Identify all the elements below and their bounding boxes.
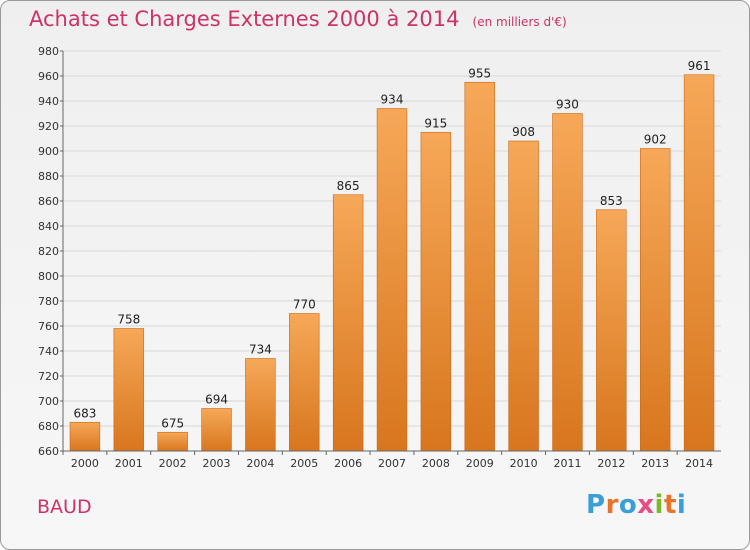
bar-2007 [376,108,408,452]
y-tick-label: 920 [38,120,59,133]
x-tick-label: 2000 [71,457,99,470]
bar-2013 [639,148,671,452]
x-tick-label: 2005 [290,457,318,470]
x-tick-label: 2001 [115,457,143,470]
y-tick-label: 680 [38,420,59,433]
y-tick-label: 900 [38,145,59,158]
chart-title-block: Achats et Charges Externes 2000 à 2014 (… [29,7,567,31]
bar-2003 [201,408,232,452]
data-label: 675 [161,416,184,430]
chart-title: Achats et Charges Externes 2000 à 2014 [29,7,460,31]
x-tick-label: 2003 [203,457,231,470]
logo-letter: i [676,490,687,520]
logo-letter: P [586,490,606,520]
x-tick-label: 2013 [641,457,669,470]
y-tick-label: 740 [38,345,59,358]
y-axis: 660 680 700 720 740 760 780 800 820 840 860 880 900 9… [38,45,64,458]
data-label: 934 [381,93,404,107]
bar-2009 [464,81,495,452]
bar-2000 [69,421,101,452]
x-tick-label: 2008 [422,457,450,470]
x-tick-label: 2010 [510,457,538,470]
y-tick-label: 800 [38,270,59,283]
bars: 683 758 675 694 734 770 865 934 915 955 908 930 853 9… [69,59,715,452]
x-tick-label: 2002 [159,457,187,470]
bar-2002 [157,431,188,452]
data-label: 694 [205,393,228,407]
data-label: 865 [337,179,360,193]
data-label: 853 [600,194,623,208]
x-tick-label: 2009 [466,457,494,470]
y-tick-label: 940 [38,95,59,108]
y-tick-label: 880 [38,170,59,183]
bar-2004 [245,358,276,452]
data-label: 758 [117,313,140,327]
y-tick-label: 780 [38,295,59,308]
y-tick-label: 820 [38,245,59,258]
commune-name: BAUD [37,496,92,518]
y-tick-label: 960 [38,70,59,83]
y-tick-label: 700 [38,395,59,408]
bar-2012 [596,209,627,452]
y-tick-label: 760 [38,320,59,333]
bar-2006 [332,194,364,452]
data-label: 770 [293,298,316,312]
x-tick-label: 2004 [246,457,274,470]
data-label: 930 [556,98,579,112]
bar-2011 [552,113,583,452]
chart-unit: (en milliers d'€) [472,15,567,29]
data-label: 915 [424,116,447,130]
data-label: 961 [688,59,711,73]
logo-letter: o [618,490,638,520]
bar-2010 [508,140,539,452]
proxiti-logo[interactable]: Proxiti [586,490,686,520]
data-label: 902 [644,133,667,147]
y-tick-label: 720 [38,370,59,383]
x-tick-label: 2011 [553,457,581,470]
x-axis: 2000 2001 2002 2003 2004 2005 2006 2007 2008 2009… [62,450,721,470]
x-tick-label: 2012 [597,457,625,470]
bar-2008 [420,131,452,452]
bar-2014 [683,74,715,452]
data-label: 734 [249,343,272,357]
logo-letter: r [605,490,619,520]
y-tick-label: 840 [38,220,59,233]
y-tick-label: 980 [38,45,59,58]
logo-letter: t [663,490,677,520]
data-label: 908 [512,125,535,139]
logo-letter: x [637,490,655,520]
bar-2001 [113,328,145,452]
bar-2005 [289,313,320,452]
x-tick-label: 2007 [378,457,406,470]
x-tick-label: 2014 [685,457,713,470]
y-tick-label: 660 [38,445,59,458]
data-label: 955 [468,66,491,80]
x-tick-label: 2006 [334,457,362,470]
data-label: 683 [73,406,96,420]
y-tick-label: 860 [38,195,59,208]
logo-letter: i [654,490,664,520]
